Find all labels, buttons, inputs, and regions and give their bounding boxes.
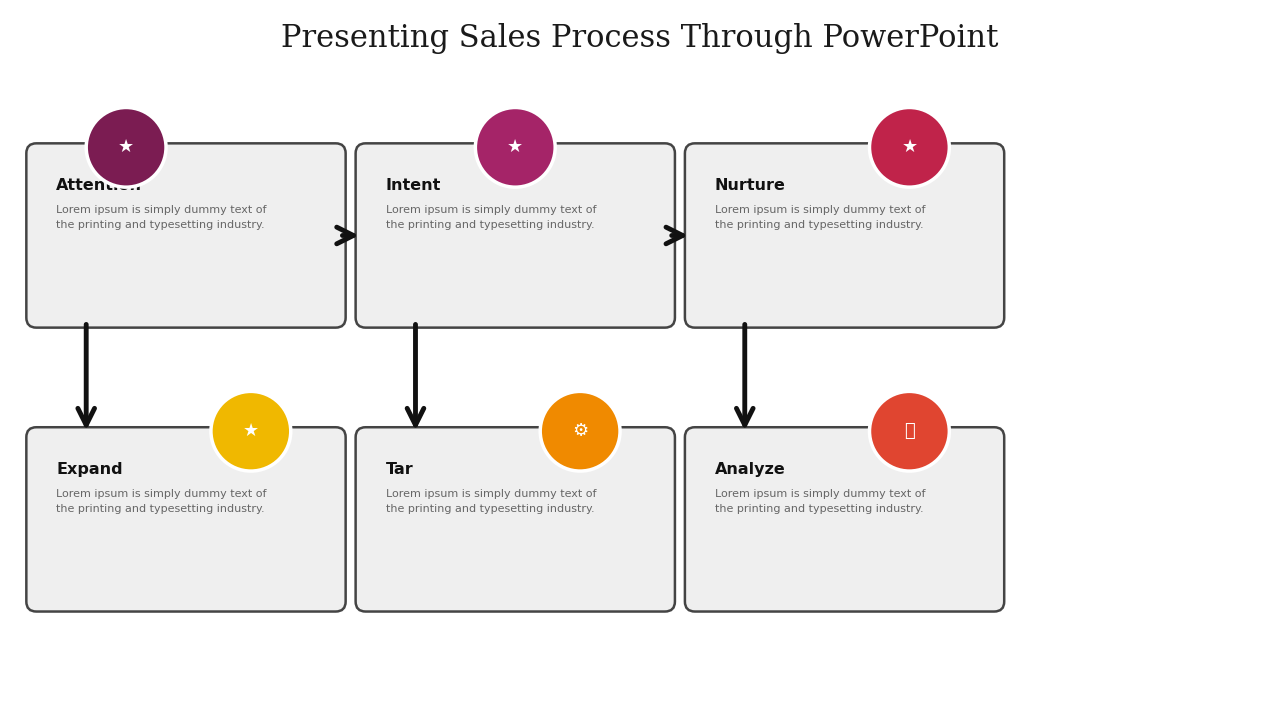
Text: Lorem ipsum is simply dummy text of
the printing and typesetting industry.: Lorem ipsum is simply dummy text of the … — [385, 489, 596, 514]
FancyBboxPatch shape — [27, 427, 346, 611]
Text: Attention: Attention — [56, 179, 142, 193]
FancyBboxPatch shape — [356, 143, 675, 328]
FancyBboxPatch shape — [685, 143, 1005, 328]
Text: ⓘ: ⓘ — [904, 422, 915, 440]
Circle shape — [869, 392, 950, 471]
Text: Lorem ipsum is simply dummy text of
the printing and typesetting industry.: Lorem ipsum is simply dummy text of the … — [385, 205, 596, 230]
Text: Lorem ipsum is simply dummy text of
the printing and typesetting industry.: Lorem ipsum is simply dummy text of the … — [56, 489, 266, 514]
Text: Lorem ipsum is simply dummy text of
the printing and typesetting industry.: Lorem ipsum is simply dummy text of the … — [714, 205, 925, 230]
Text: ★: ★ — [118, 138, 134, 156]
FancyBboxPatch shape — [356, 427, 675, 611]
Text: ★: ★ — [243, 422, 259, 440]
Circle shape — [475, 107, 556, 187]
Text: Expand: Expand — [56, 462, 123, 477]
Text: Intent: Intent — [385, 179, 440, 193]
Text: ★: ★ — [901, 138, 918, 156]
Text: Presenting Sales Process Through PowerPoint: Presenting Sales Process Through PowerPo… — [282, 23, 998, 54]
Circle shape — [869, 107, 950, 187]
Text: ★: ★ — [507, 138, 524, 156]
Text: Lorem ipsum is simply dummy text of
the printing and typesetting industry.: Lorem ipsum is simply dummy text of the … — [714, 489, 925, 514]
Text: ⚙: ⚙ — [572, 422, 589, 440]
Text: Nurture: Nurture — [714, 179, 786, 193]
Circle shape — [211, 392, 291, 471]
Text: Analyze: Analyze — [714, 462, 786, 477]
Circle shape — [86, 107, 166, 187]
Circle shape — [540, 392, 620, 471]
Text: Tar: Tar — [385, 462, 413, 477]
FancyBboxPatch shape — [685, 427, 1005, 611]
Text: Lorem ipsum is simply dummy text of
the printing and typesetting industry.: Lorem ipsum is simply dummy text of the … — [56, 205, 266, 230]
FancyBboxPatch shape — [27, 143, 346, 328]
